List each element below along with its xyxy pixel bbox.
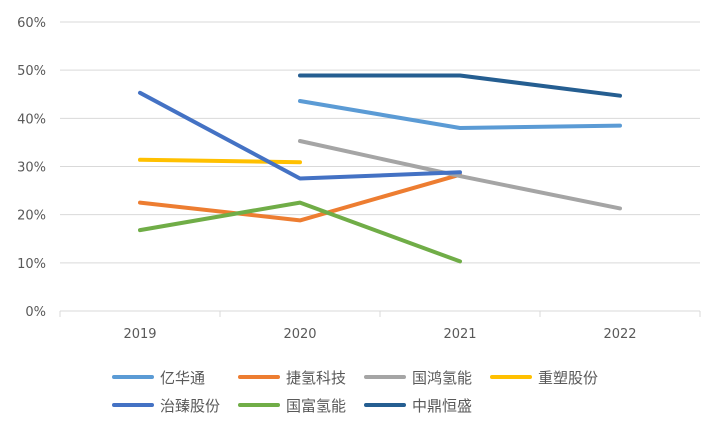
x-tick-label: 2020 xyxy=(283,327,316,342)
legend-label: 亿华通 xyxy=(160,369,205,387)
y-tick-label: 10% xyxy=(17,257,46,272)
gridlines xyxy=(60,21,700,312)
y-tick-label: 60% xyxy=(17,16,46,31)
y-tick-label: 20% xyxy=(17,209,46,224)
series-line-4 xyxy=(138,90,462,181)
axes: 0% 10% 20% 30% 40% 50% 60% 2019 2020 2021 2022 xyxy=(17,16,701,342)
legend-label: 国鸿氢能 xyxy=(412,369,472,387)
legend-label: 重塑股份 xyxy=(538,369,598,387)
y-tick-label: 50% xyxy=(17,64,46,79)
series-line-6 xyxy=(298,73,622,98)
series-lines xyxy=(138,73,622,264)
series-line-0 xyxy=(298,99,622,130)
series-line-2 xyxy=(298,139,622,211)
y-tick-label: 40% xyxy=(17,112,46,127)
series-line-3 xyxy=(138,157,302,165)
legend-label: 捷氢科技 xyxy=(286,369,346,387)
x-tick-label: 2021 xyxy=(443,327,476,342)
y-tick-label: 30% xyxy=(17,161,46,176)
series-line-1 xyxy=(138,172,462,223)
legend-label: 国富氢能 xyxy=(286,397,346,415)
y-tick-label: 0% xyxy=(25,305,46,320)
legend-label: 中鼎恒盛 xyxy=(412,397,472,415)
x-tick-label: 2022 xyxy=(603,327,636,342)
legend-label: 治臻股份 xyxy=(160,397,220,415)
x-tick-label: 2019 xyxy=(123,327,156,342)
series-line-5 xyxy=(138,200,462,264)
